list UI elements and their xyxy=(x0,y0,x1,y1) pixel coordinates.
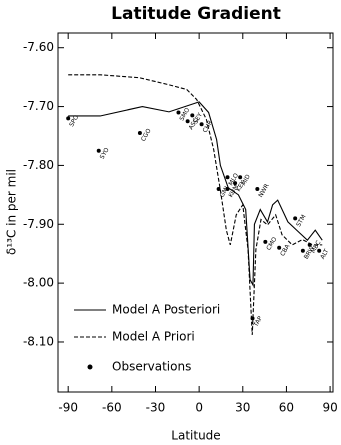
y-tick-label: -7.60 xyxy=(23,40,54,54)
x-tick-label: 90 xyxy=(322,401,337,415)
legend-marker xyxy=(87,364,93,370)
station-label: SMO xyxy=(178,107,191,123)
y-axis-label: δ¹³C in per mil xyxy=(5,169,19,255)
observation xyxy=(233,181,238,186)
observation xyxy=(96,148,101,153)
x-tick-label: -60 xyxy=(102,401,122,415)
station-label: MID xyxy=(240,173,252,187)
y-tick-label: -7.70 xyxy=(23,99,54,113)
station-label: CGO xyxy=(140,127,153,142)
series-line xyxy=(68,101,323,287)
station-label: MBC xyxy=(310,240,323,255)
chart-title: Latitude Gradient xyxy=(111,4,281,24)
station-label: CHR xyxy=(202,119,214,134)
observation xyxy=(263,239,268,244)
observation xyxy=(300,248,305,253)
observation xyxy=(216,186,221,191)
observation xyxy=(293,216,298,221)
legend-label: Model A Priori xyxy=(112,330,195,344)
y-tick-label: -7.90 xyxy=(23,217,54,231)
station-label: ALT xyxy=(319,248,330,261)
station-label: CBA xyxy=(279,243,292,258)
y-tick-label: -8.00 xyxy=(23,276,54,290)
legend-label: Model A Posteriori xyxy=(112,303,220,317)
station-label: STM xyxy=(295,214,307,228)
observation xyxy=(238,175,243,180)
plot-frame xyxy=(57,32,334,393)
station-label: NWR xyxy=(257,183,270,199)
observation xyxy=(185,119,190,124)
observation xyxy=(250,316,255,321)
station-label: SYO xyxy=(99,146,111,160)
observation xyxy=(199,122,204,127)
series-line xyxy=(68,74,323,335)
observation xyxy=(225,186,230,191)
x-tick-label: 30 xyxy=(235,401,250,415)
observation xyxy=(176,110,181,115)
observation xyxy=(137,131,142,136)
y-tick-label: -7.80 xyxy=(23,158,54,172)
y-tick-label: -8.10 xyxy=(23,334,54,348)
station-label: GMI xyxy=(219,185,231,199)
observation xyxy=(255,186,260,191)
observation xyxy=(225,175,230,180)
observation xyxy=(317,248,322,253)
observation xyxy=(190,113,195,118)
observation xyxy=(66,116,71,121)
x-tick-label: -90 xyxy=(58,401,78,415)
station-label: CMO xyxy=(265,236,278,252)
station-label: SEY xyxy=(192,112,204,126)
station-label: KEY xyxy=(235,179,247,193)
x-axis-label: Latitude xyxy=(171,429,220,443)
x-tick-label: 0 xyxy=(195,401,203,415)
x-tick-label: 60 xyxy=(279,401,294,415)
x-tick-label: -30 xyxy=(146,401,166,415)
legend-label: Observations xyxy=(112,360,191,374)
observation xyxy=(277,245,282,250)
observation xyxy=(307,242,312,247)
